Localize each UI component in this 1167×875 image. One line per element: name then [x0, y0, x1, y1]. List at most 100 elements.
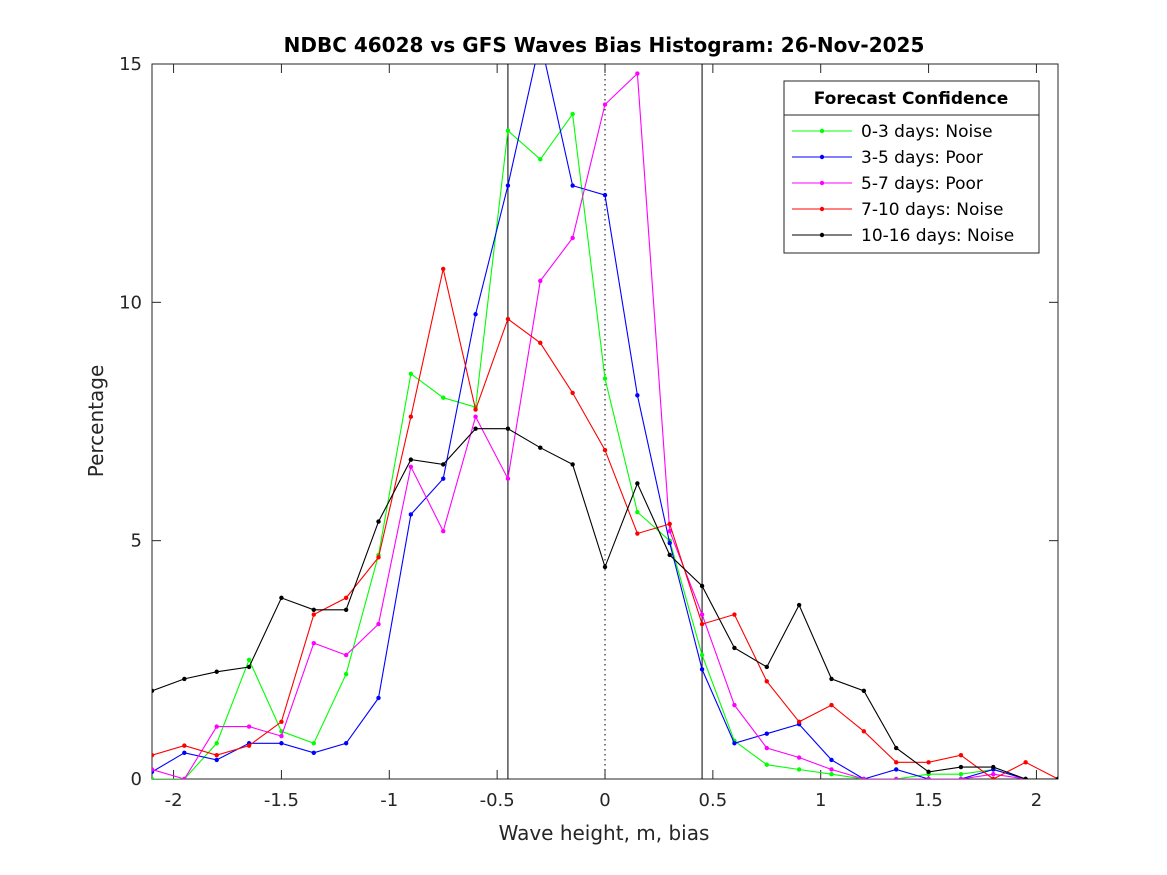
data-point	[796, 719, 802, 724]
data-point	[279, 719, 284, 724]
data-point	[246, 657, 252, 663]
data-point	[796, 767, 802, 772]
data-point	[408, 464, 414, 469]
legend-swatch-marker	[819, 232, 825, 238]
data-point	[958, 776, 964, 779]
data-point	[376, 695, 381, 701]
data-point	[311, 750, 316, 755]
data-point	[602, 564, 608, 570]
data-point	[152, 767, 155, 772]
legend-entry-label: 7-10 days: Noise	[861, 200, 1003, 220]
data-point	[958, 752, 964, 758]
y-axis-label: Percentage	[84, 365, 108, 478]
data-point	[861, 729, 867, 734]
data-point	[311, 607, 316, 612]
data-point	[699, 621, 705, 627]
data-point	[570, 235, 575, 241]
data-point	[152, 752, 155, 758]
data-point	[926, 760, 931, 765]
data-point	[861, 776, 867, 779]
data-point	[1023, 760, 1028, 765]
data-point	[505, 128, 511, 133]
data-point	[894, 760, 899, 765]
data-point	[441, 395, 446, 400]
x-tick-label: 0.5	[699, 790, 728, 811]
data-point	[732, 702, 737, 708]
data-point	[635, 481, 640, 486]
data-point	[408, 512, 414, 517]
data-point	[214, 757, 219, 763]
x-axis-label: Wave height, m, bias	[499, 821, 710, 845]
data-point	[667, 528, 672, 534]
legend-entry-label: 10-16 days: Noise	[861, 226, 1014, 246]
legend: Forecast Confidence 0-3 days: Noise 3-5 d…	[783, 80, 1040, 254]
data-point	[764, 731, 769, 736]
data-point	[796, 755, 802, 760]
data-point	[408, 414, 414, 419]
data-point	[311, 741, 316, 746]
y-tick-label: 0	[131, 769, 142, 790]
data-point	[991, 776, 996, 779]
data-point	[182, 743, 187, 748]
data-point	[311, 612, 316, 617]
data-point	[699, 583, 705, 589]
data-point	[182, 750, 187, 755]
x-tick-label: 1	[815, 790, 826, 811]
chart-title: NDBC 46028 vs GFS Waves Bias Histogram: …	[284, 33, 925, 57]
legend-entry-label: 0-3 days: Noise	[861, 122, 993, 142]
legend-entry-label: 3-5 days: Poor	[861, 148, 983, 168]
data-point	[343, 652, 349, 658]
data-point	[441, 476, 446, 481]
data-point	[246, 743, 252, 748]
data-point	[505, 316, 511, 322]
data-point	[214, 741, 219, 746]
data-point	[570, 183, 575, 188]
data-point	[635, 509, 640, 515]
data-point	[152, 688, 155, 694]
data-point	[343, 607, 349, 612]
data-point	[570, 111, 575, 117]
data-point	[602, 447, 608, 453]
data-point	[152, 776, 155, 779]
x-tick-label: -1	[380, 790, 398, 811]
data-point	[699, 652, 705, 658]
legend-entry-label: 5-7 days: Poor	[861, 174, 983, 194]
data-point	[376, 519, 381, 524]
data-point	[1023, 776, 1028, 779]
y-tick-label: 10	[119, 292, 142, 313]
data-point	[764, 679, 769, 684]
data-point	[408, 371, 414, 377]
data-point	[732, 645, 737, 651]
data-point	[699, 612, 705, 617]
data-point	[214, 724, 219, 729]
data-point	[246, 664, 252, 670]
data-point	[861, 688, 867, 694]
data-point	[441, 528, 446, 534]
data-point	[894, 745, 899, 751]
data-point	[958, 772, 964, 777]
y-tick-label: 15	[119, 54, 142, 75]
data-point	[182, 776, 187, 779]
data-point	[538, 278, 543, 284]
data-point	[894, 767, 899, 772]
data-point	[214, 752, 219, 758]
data-point	[829, 702, 834, 708]
data-point	[343, 595, 349, 601]
x-tick-label: 2	[1031, 790, 1042, 811]
legend-swatch-marker	[819, 154, 825, 160]
data-point	[311, 640, 316, 646]
data-point	[764, 664, 769, 670]
data-point	[570, 390, 575, 396]
data-point	[635, 531, 640, 536]
data-point	[473, 312, 478, 317]
data-point	[894, 776, 899, 779]
data-point	[602, 192, 608, 198]
data-point	[538, 157, 543, 162]
data-point	[602, 376, 608, 381]
series-layer	[152, 64, 1058, 779]
data-point	[279, 595, 284, 601]
data-point	[635, 71, 640, 76]
data-point	[473, 414, 478, 419]
data-point	[926, 769, 931, 775]
